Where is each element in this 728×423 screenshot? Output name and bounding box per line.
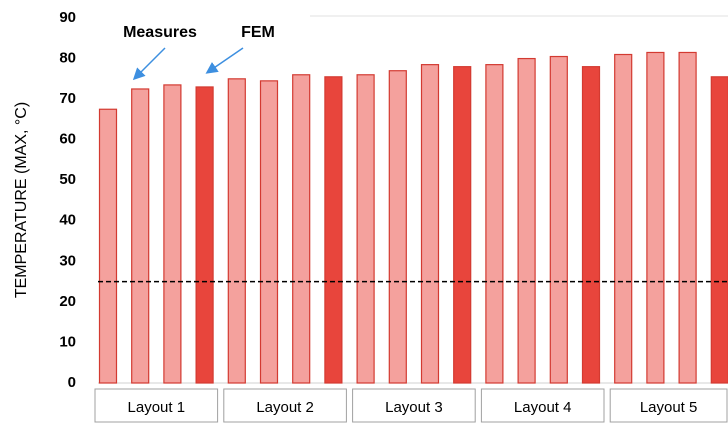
bar — [614, 53, 633, 384]
bar — [388, 70, 407, 384]
bar — [163, 84, 182, 384]
annotation: Measures — [123, 24, 197, 41]
y-tick-label: 50 — [59, 171, 76, 188]
bar — [710, 76, 728, 384]
y-tick-label: 60 — [59, 131, 76, 148]
group-box — [352, 388, 476, 423]
bar — [646, 51, 665, 384]
group-label: Layout 4 — [514, 399, 572, 416]
group-label: Layout 5 — [640, 399, 698, 416]
bar — [420, 64, 440, 384]
annotation: FEM — [241, 24, 275, 41]
group-label: Layout 3 — [385, 399, 443, 416]
bar — [678, 51, 697, 384]
y-tick-label: 0 — [68, 374, 76, 391]
group-box — [480, 388, 605, 423]
bar — [517, 57, 536, 384]
bar — [356, 74, 375, 384]
y-tick-label: 40 — [59, 212, 76, 229]
y-tick-label: 20 — [59, 293, 76, 310]
group-box — [94, 388, 219, 423]
bar — [581, 66, 601, 384]
y-axis-label: TEMPERATURE (MAX, °C) — [13, 102, 30, 298]
group-label: Layout 1 — [128, 399, 186, 416]
bar — [292, 74, 311, 384]
bar — [259, 80, 279, 384]
y-tick-label: 80 — [59, 50, 76, 67]
bar — [453, 66, 472, 384]
bar — [98, 108, 118, 384]
group-box — [609, 388, 728, 423]
y-tick-label: 70 — [59, 90, 76, 107]
y-tick-label: 30 — [59, 252, 76, 269]
bar — [131, 88, 150, 384]
bar — [195, 86, 214, 384]
bar — [485, 64, 504, 384]
bar — [324, 76, 343, 384]
annotation-arrow — [205, 47, 244, 74]
bar — [549, 55, 568, 384]
y-tick-label: 10 — [59, 333, 76, 350]
group-box — [223, 388, 347, 423]
bar — [227, 78, 246, 384]
group-label: Layout 2 — [256, 399, 314, 416]
annotation-arrow — [132, 47, 166, 81]
y-tick-label: 90 — [59, 9, 76, 26]
